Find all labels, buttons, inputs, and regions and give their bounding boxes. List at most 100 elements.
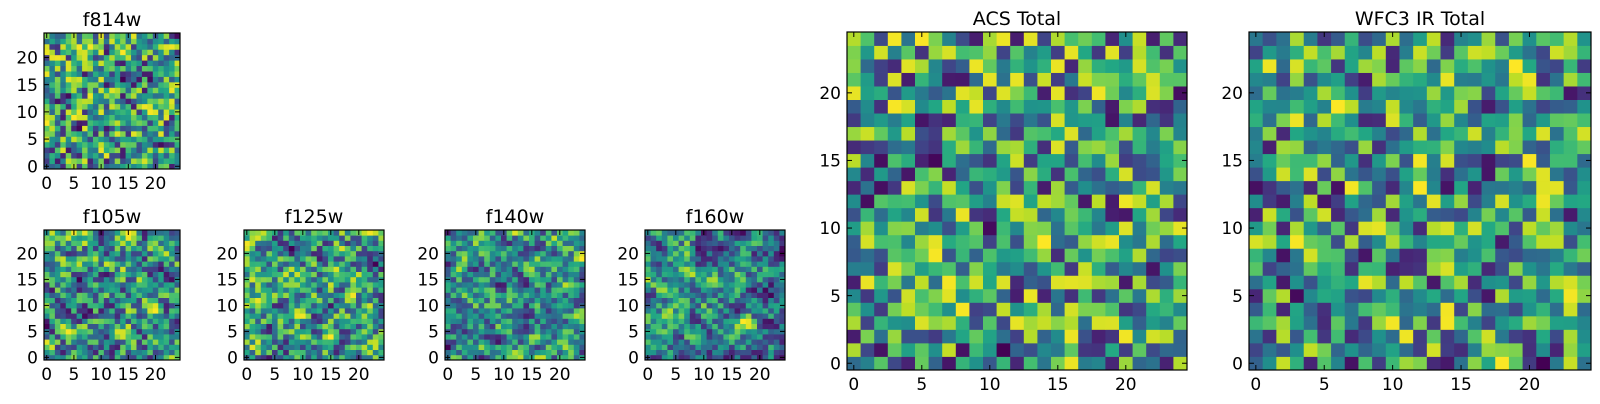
heatmap-cell bbox=[673, 313, 679, 319]
heatmap-cell bbox=[350, 287, 357, 293]
heatmap-cell bbox=[65, 328, 72, 335]
heatmap-cell bbox=[1159, 248, 1174, 263]
heatmap-cell bbox=[1563, 86, 1578, 100]
heatmap-cell bbox=[534, 308, 541, 314]
heatmap-cell bbox=[249, 328, 256, 335]
heatmap-cell bbox=[1454, 329, 1469, 344]
heatmap-cell bbox=[1276, 153, 1291, 168]
heatmap-cell bbox=[887, 72, 902, 87]
heatmap-cell bbox=[147, 235, 154, 241]
heatmap-cell bbox=[169, 125, 175, 132]
heatmap-cell bbox=[779, 245, 786, 252]
heatmap-cell bbox=[98, 287, 105, 293]
heatmap-cell bbox=[1132, 221, 1147, 236]
x-tick-label: 15 bbox=[521, 365, 543, 385]
heatmap-cell bbox=[1132, 207, 1147, 222]
heatmap-cell bbox=[1317, 302, 1332, 317]
heatmap-cell bbox=[887, 126, 902, 141]
heatmap-cell bbox=[757, 276, 763, 283]
heatmap-cell bbox=[1078, 126, 1093, 141]
heatmap-cell bbox=[272, 276, 278, 283]
heatmap-cell bbox=[1522, 342, 1537, 357]
heatmap-cell bbox=[141, 328, 148, 335]
heatmap-cell bbox=[969, 248, 984, 263]
heatmap-cell bbox=[1317, 180, 1332, 195]
heatmap-cell bbox=[92, 308, 99, 314]
heatmap-cell bbox=[1037, 59, 1052, 73]
heatmap-cell bbox=[141, 54, 148, 61]
heatmap-cell bbox=[158, 147, 165, 154]
heatmap-cell bbox=[125, 349, 132, 356]
heatmap-cell bbox=[283, 250, 290, 257]
heatmap-cell bbox=[706, 276, 713, 283]
heatmap-cell bbox=[667, 328, 674, 335]
heatmap-cell bbox=[152, 344, 159, 350]
heatmap-cell bbox=[1577, 72, 1592, 87]
heatmap-cell bbox=[1522, 261, 1537, 276]
heatmap-cell bbox=[517, 344, 524, 350]
heatmap-cell bbox=[1119, 194, 1133, 209]
heatmap-cell bbox=[339, 344, 346, 350]
heatmap-cell bbox=[506, 308, 513, 314]
heatmap-cell bbox=[915, 153, 929, 168]
heatmap-cell bbox=[158, 323, 165, 330]
heatmap-cell bbox=[103, 230, 110, 236]
y-tick-label: 20 bbox=[417, 245, 439, 265]
heatmap-cell bbox=[1119, 86, 1133, 100]
heatmap-cell bbox=[339, 235, 346, 241]
heatmap-cell bbox=[456, 235, 463, 241]
heatmap-cell bbox=[152, 147, 159, 154]
heatmap-cell bbox=[1078, 32, 1093, 46]
heatmap-cell bbox=[136, 282, 143, 288]
heatmap-cell bbox=[255, 287, 262, 293]
heatmap-cell bbox=[300, 240, 306, 246]
heatmap-cell bbox=[645, 344, 651, 350]
heatmap-cell bbox=[557, 297, 563, 304]
heatmap-cell bbox=[1536, 45, 1551, 60]
heatmap-cell bbox=[661, 266, 668, 272]
heatmap-cell bbox=[1426, 207, 1441, 222]
heatmap-cell bbox=[751, 256, 758, 262]
heatmap-cell bbox=[1399, 207, 1414, 222]
heatmap-cell bbox=[131, 125, 137, 132]
heatmap-cell bbox=[158, 318, 165, 324]
heatmap-cell bbox=[328, 328, 334, 335]
heatmap-cell bbox=[114, 130, 121, 137]
heatmap-cell bbox=[473, 292, 479, 298]
heatmap-cell bbox=[322, 240, 329, 246]
heatmap-cell bbox=[283, 344, 290, 350]
heatmap-cell bbox=[174, 245, 181, 252]
heatmap-cell bbox=[60, 297, 67, 304]
heatmap-cell bbox=[65, 230, 72, 236]
heatmap-cell bbox=[92, 136, 99, 143]
heatmap-cell bbox=[512, 261, 519, 267]
heatmap-cell bbox=[54, 92, 61, 99]
heatmap-cell bbox=[773, 349, 780, 356]
heatmap-cell bbox=[361, 328, 368, 335]
heatmap-cell bbox=[125, 245, 132, 252]
heatmap-cell bbox=[244, 344, 250, 350]
heatmap-cell bbox=[136, 109, 143, 115]
heatmap-cell bbox=[1536, 32, 1551, 46]
heatmap-cell bbox=[87, 38, 94, 45]
heatmap-cell bbox=[169, 245, 175, 252]
heatmap-cell bbox=[1023, 342, 1038, 357]
heatmap-cell bbox=[71, 109, 78, 115]
heatmap-cell bbox=[673, 276, 679, 283]
heatmap-cell bbox=[673, 339, 679, 345]
heatmap-cell bbox=[1536, 342, 1551, 357]
heatmap-cell bbox=[82, 235, 88, 241]
heatmap-cell bbox=[1037, 32, 1052, 46]
heatmap-cell bbox=[131, 120, 137, 126]
heatmap-cell bbox=[512, 297, 519, 304]
heatmap-cell bbox=[266, 261, 273, 267]
heatmap-cell bbox=[706, 328, 713, 335]
heatmap-cell bbox=[573, 318, 580, 324]
heatmap-cell bbox=[1173, 59, 1188, 73]
heatmap-cell bbox=[1508, 248, 1523, 263]
heatmap-cell bbox=[928, 356, 943, 371]
heatmap-cell bbox=[684, 323, 691, 330]
heatmap-cell bbox=[1563, 59, 1578, 73]
heatmap-cell bbox=[120, 81, 126, 88]
